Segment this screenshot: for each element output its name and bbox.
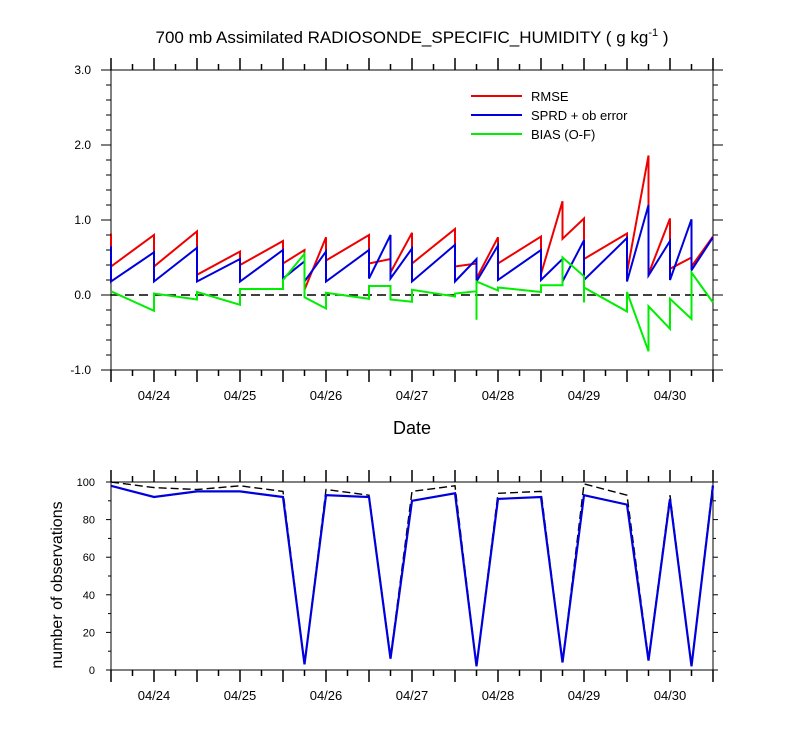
chart-title-exponent: -1 <box>648 27 658 39</box>
chart-title: 700 mb Assimilated RADIOSONDE_SPECIFIC_H… <box>156 27 669 47</box>
series-line-sprd-ob-error <box>110 204 714 286</box>
top-y-ticks: -1.0 0.0 1.0 2.0 3.0 <box>70 63 723 377</box>
y-tick-label: 20 <box>83 627 95 639</box>
x-tick-label: 04/28 <box>482 388 515 403</box>
legend-label-rmse: RMSE <box>531 89 569 104</box>
x-tick-label: 04/24 <box>138 688 171 703</box>
legend: RMSE SPRD + ob error BIAS (O-F) <box>471 89 628 142</box>
y-tick-label: 2.0 <box>74 138 91 152</box>
y-tick-label: 0.0 <box>74 288 91 302</box>
x-tick-label: 04/24 <box>138 388 171 403</box>
x-tick-label: 04/26 <box>310 388 343 403</box>
y-tick-label: -1.0 <box>70 363 91 377</box>
y-tick-label: 0 <box>89 665 95 677</box>
x-tick-label: 04/30 <box>654 388 687 403</box>
x-tick-label: 04/25 <box>224 388 257 403</box>
x-tick-label: 04/29 <box>568 388 601 403</box>
y-axis-label: number of observations <box>49 501 66 668</box>
x-tick-label: 04/27 <box>396 688 429 703</box>
y-tick-label: 60 <box>83 552 95 564</box>
top-x-ticks: 04/24 04/25 04/26 04/27 04/28 04/29 04/30 <box>110 58 714 403</box>
x-tick-label: 04/28 <box>482 688 515 703</box>
legend-label-bias-o-f: BIAS (O-F) <box>531 127 595 142</box>
y-tick-label: 3.0 <box>74 63 91 77</box>
legend-label-sprd-ob-error: SPRD + ob error <box>531 108 628 123</box>
x-axis-label: Date <box>393 418 431 438</box>
bottom-y-ticks: 0 20 40 60 80 100 <box>77 477 718 677</box>
chart-title-main: 700 mb Assimilated RADIOSONDE_SPECIFIC_H… <box>156 28 649 47</box>
y-tick-label: 40 <box>83 590 95 602</box>
x-tick-label: 04/27 <box>396 388 429 403</box>
series-line-bias-o-f <box>110 251 714 352</box>
obs-count-dashed-line <box>110 481 714 667</box>
obs-count-solid-line <box>110 484 715 667</box>
x-tick-label: 04/29 <box>568 688 601 703</box>
y-tick-label: 1.0 <box>74 213 91 227</box>
x-tick-label: 04/25 <box>224 688 257 703</box>
bottom-x-ticks: 04/24 04/25 04/26 04/27 04/28 04/29 04/30 <box>110 470 714 703</box>
y-tick-label: 80 <box>83 515 95 527</box>
y-tick-label: 100 <box>77 477 95 489</box>
x-tick-label: 04/30 <box>654 688 687 703</box>
x-tick-label: 04/26 <box>310 688 343 703</box>
top-panel: -1.00.01.02.03.0 04/24 04/25 04/26 04/27 04/… <box>70 58 723 403</box>
chart-title-suffix: ) <box>658 28 668 47</box>
